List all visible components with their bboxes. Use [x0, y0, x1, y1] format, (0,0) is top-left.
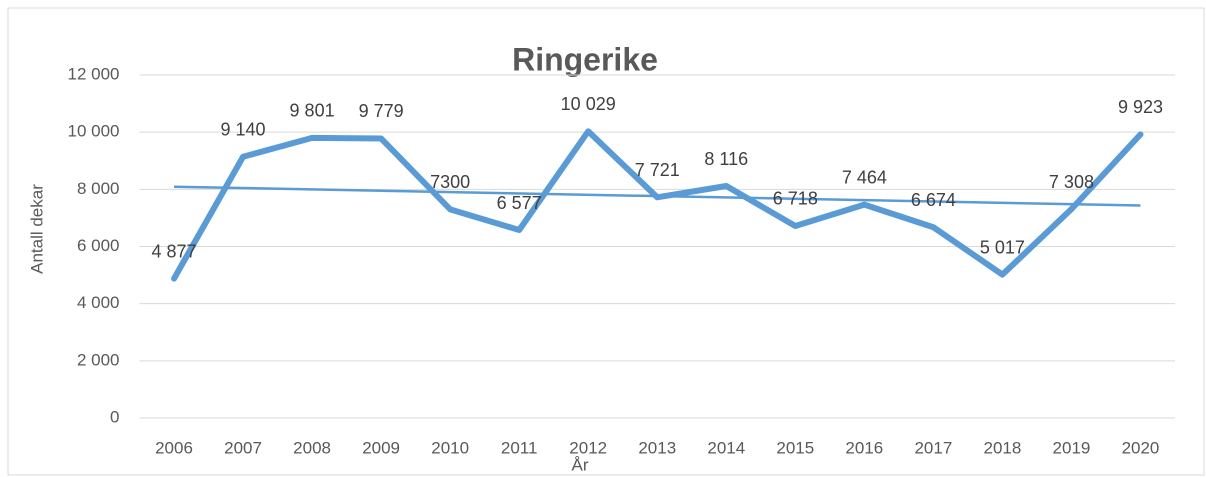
chart-border [7, 7, 1205, 476]
y-tick-label: 2 000 [77, 350, 120, 369]
x-tick-label: 2013 [638, 438, 676, 457]
x-tick-label: 2018 [984, 438, 1022, 457]
y-tick-label: 4 000 [77, 293, 120, 312]
data-label: 7 308 [1049, 172, 1094, 192]
chart-title: Ringerike [512, 41, 658, 77]
y-tick-label: 12 000 [68, 64, 120, 83]
x-tick-label: 2009 [362, 438, 400, 457]
y-axis-label: Antall dekar [27, 184, 46, 274]
data-label: 7300 [430, 172, 470, 192]
data-label: 6 577 [497, 193, 542, 213]
data-label: 7 464 [842, 167, 887, 187]
x-tick-label: 2007 [224, 438, 262, 457]
y-tick-label: 6 000 [77, 236, 120, 255]
data-label: 10 029 [561, 94, 616, 114]
x-tick-label: 2019 [1053, 438, 1091, 457]
x-tick-label: 2020 [1122, 438, 1160, 457]
data-label: 5 017 [980, 237, 1025, 257]
data-label: 7 721 [635, 160, 680, 180]
data-label: 9 140 [221, 119, 266, 139]
data-label: 9 779 [359, 101, 404, 121]
x-axis-label: År [572, 455, 589, 474]
x-tick-label: 2012 [569, 438, 607, 457]
x-tick-label: 2011 [501, 438, 538, 457]
data-label: 6 718 [773, 189, 818, 209]
x-tick-label: 2006 [155, 438, 193, 457]
x-tick-label: 2015 [776, 438, 814, 457]
y-tick-label: 8 000 [77, 179, 120, 198]
x-tick-label: 2010 [431, 438, 469, 457]
x-tick-label: 2017 [914, 438, 952, 457]
data-line [171, 128, 1144, 282]
data-label: 9 923 [1118, 97, 1163, 117]
x-tick-label: 2016 [845, 438, 883, 457]
y-tick-label: 10 000 [68, 122, 120, 141]
data-label: 9 801 [290, 101, 335, 121]
x-tick-label: 2008 [293, 438, 331, 457]
y-tick-label: 0 [110, 407, 119, 426]
data-label: 8 116 [704, 149, 748, 169]
x-tick-label: 2014 [707, 438, 745, 457]
data-label: 4 877 [151, 241, 196, 261]
data-label: 6 674 [911, 190, 956, 210]
